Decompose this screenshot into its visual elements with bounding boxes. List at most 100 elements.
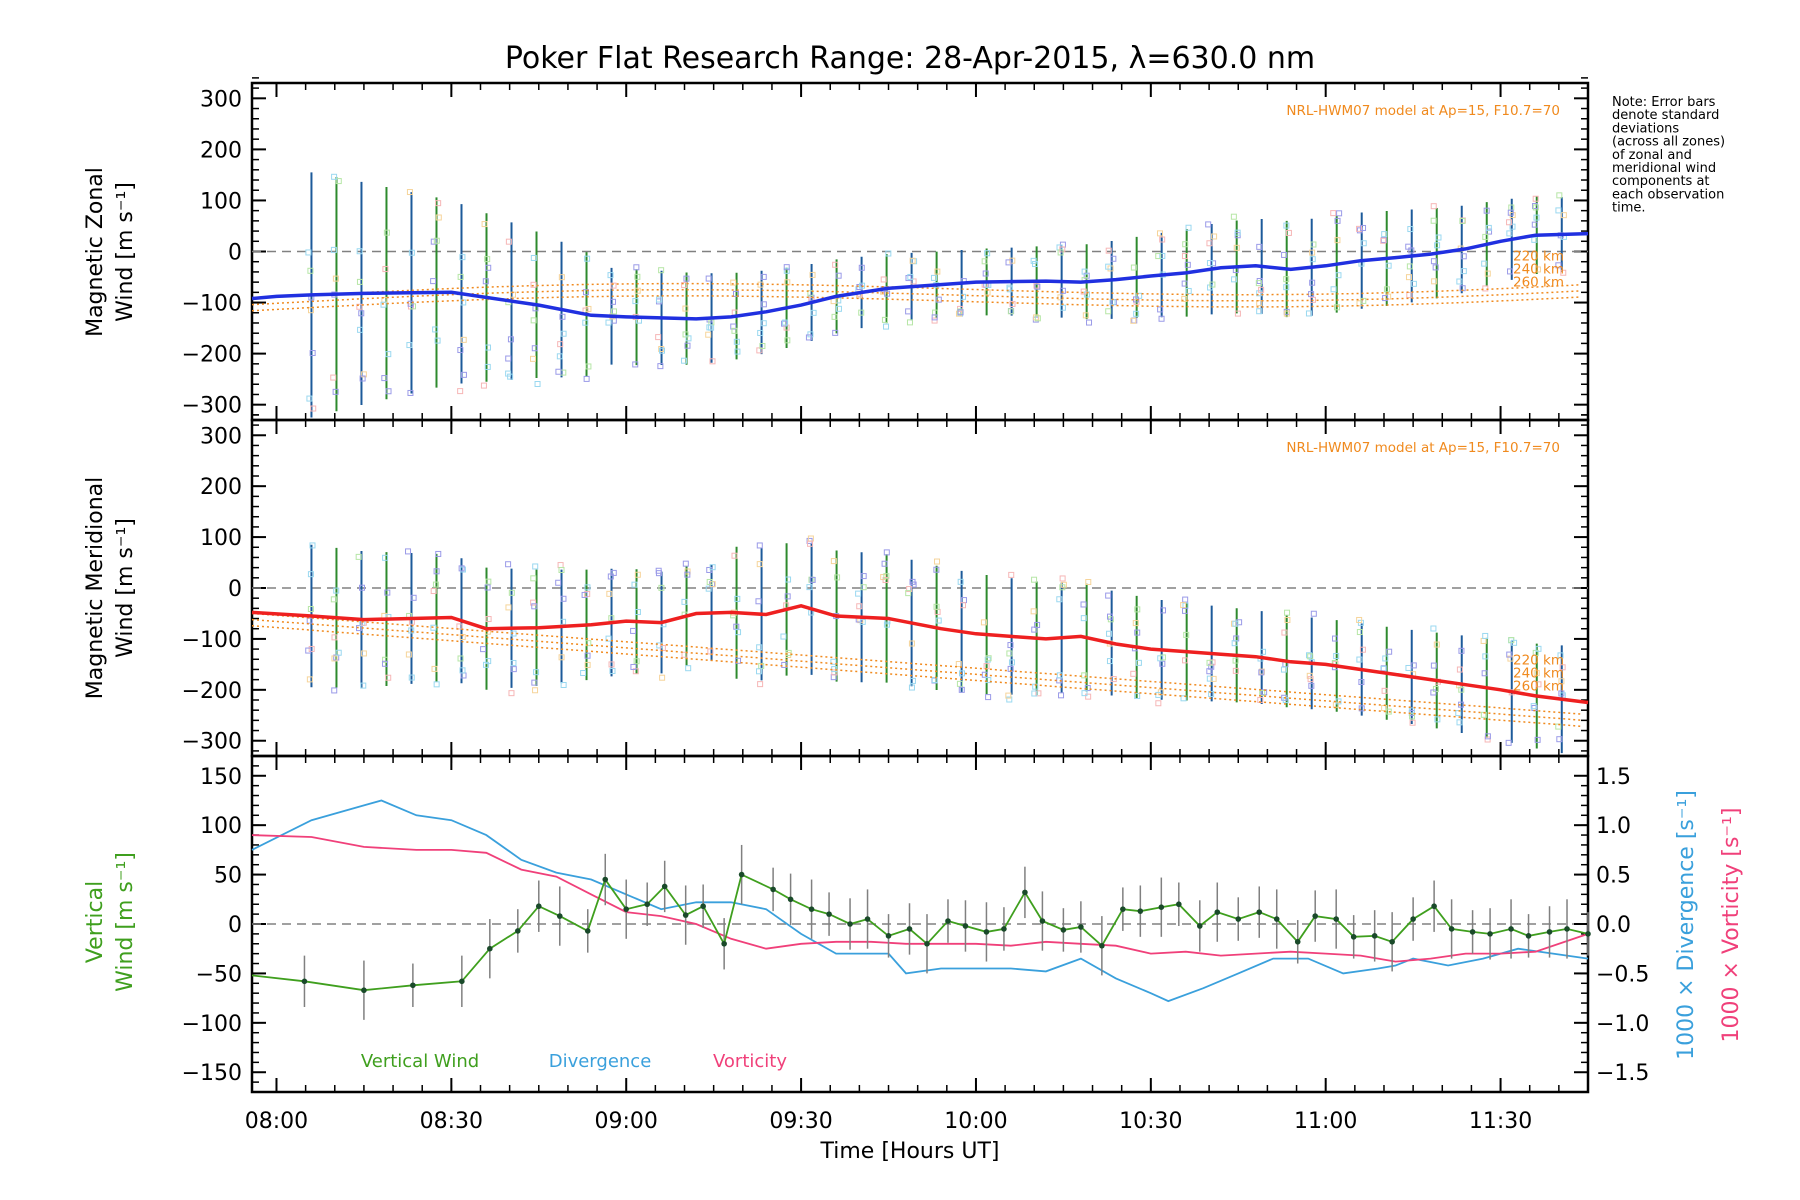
zone-marker <box>359 375 366 382</box>
vertical-wind-line <box>251 873 1589 992</box>
zone-marker <box>507 336 514 343</box>
zone-marker <box>684 342 691 349</box>
zone-marker <box>1181 280 1188 287</box>
zone-marker <box>909 578 916 585</box>
zone-marker <box>584 661 591 668</box>
zone-marker <box>1533 670 1540 677</box>
model-alt-label: 240 km <box>1513 262 1564 278</box>
model-alt-label: 220 km <box>1513 652 1564 668</box>
zone-marker <box>555 368 562 375</box>
zone-marker <box>505 561 512 568</box>
zone-marker <box>456 623 463 630</box>
meridional-frame: 300 200 100 0 −100 −200 −300 <box>182 414 1590 758</box>
zone-marker <box>510 630 517 637</box>
model-curve <box>251 295 1582 312</box>
zone-marker <box>809 576 816 583</box>
zone-marker <box>860 573 867 580</box>
zone-marker <box>785 576 792 583</box>
zone-marker <box>807 290 814 297</box>
vertical-wind-point <box>1022 889 1028 896</box>
vertical-wind-point <box>1001 926 1007 932</box>
zone-marker <box>310 405 317 412</box>
zone-marker <box>634 273 641 280</box>
zone-marker <box>908 640 915 647</box>
y-tick-label: 300 <box>200 87 242 112</box>
zone-marker <box>1486 228 1493 235</box>
zone-marker <box>707 648 714 655</box>
zone-marker <box>756 644 763 651</box>
zone-marker <box>757 681 764 688</box>
zone-marker <box>1081 672 1088 679</box>
zone-marker <box>658 346 665 353</box>
zone-marker <box>360 371 367 378</box>
zone-marker <box>1232 667 1239 674</box>
zone-marker <box>1307 653 1314 660</box>
zone-marker <box>756 542 763 549</box>
vertical-wind-point <box>623 906 630 912</box>
vertical-wind-point <box>847 921 853 927</box>
zone-marker <box>385 351 392 358</box>
zone-marker <box>1305 652 1312 659</box>
zone-marker <box>930 274 937 281</box>
zone-marker <box>1155 700 1162 707</box>
zone-marker <box>1534 736 1541 743</box>
zone-marker <box>1006 286 1013 293</box>
vertical-wind-point <box>1176 901 1182 908</box>
zone-marker <box>806 584 813 591</box>
zone-marker <box>530 317 537 324</box>
x-tick-label: 10:30 <box>1119 1109 1182 1134</box>
zone-marker <box>1560 269 1567 276</box>
zone-marker <box>1433 641 1440 648</box>
zone-marker <box>1006 696 1013 703</box>
model-curve <box>251 624 1582 728</box>
zone-marker <box>683 275 690 282</box>
zone-marker <box>580 670 587 677</box>
zone-marker <box>405 548 412 555</box>
zone-marker <box>1532 203 1539 210</box>
zone-marker <box>684 568 691 575</box>
zone-marker <box>508 589 515 596</box>
note-line: each observation <box>1612 187 1724 202</box>
zone-marker <box>911 258 918 265</box>
zone-marker <box>1335 698 1342 705</box>
vertical-wind-point <box>826 911 832 917</box>
zone-marker <box>458 565 465 572</box>
zone-marker <box>1283 284 1290 291</box>
y-tick-label: −300 <box>182 394 242 419</box>
zone-marker <box>609 667 616 674</box>
zone-marker <box>558 274 565 281</box>
meridional-ylabel-line2: Wind [m s⁻¹] <box>113 518 138 658</box>
zone-marker <box>831 669 838 676</box>
vertical-wind-point <box>983 929 990 935</box>
zone-marker <box>306 617 313 624</box>
y-tick-label: −200 <box>182 343 242 368</box>
zone-marker <box>859 618 866 625</box>
zone-marker <box>583 375 590 382</box>
x-tick-label: 08:30 <box>420 1109 483 1134</box>
model-curve <box>251 282 1582 300</box>
zone-marker <box>1310 610 1317 617</box>
zone-marker <box>909 677 916 684</box>
zone-marker <box>484 584 491 591</box>
zone-marker <box>331 655 338 662</box>
zone-marker <box>533 669 540 676</box>
zone-marker <box>1158 315 1165 322</box>
zone-marker <box>657 363 664 370</box>
zone-marker <box>907 273 914 280</box>
legend-item: Divergence <box>549 1051 652 1072</box>
zone-marker <box>1409 719 1416 726</box>
vertical-wind-point <box>584 928 591 934</box>
zone-marker <box>1305 310 1312 317</box>
zone-marker <box>1560 212 1567 219</box>
zone-marker <box>305 249 312 256</box>
divergence-ylabel: 1000 × Divergence [s⁻¹] <box>1674 790 1699 1060</box>
zone-marker <box>830 558 837 565</box>
zone-marker <box>510 659 517 666</box>
vertical-wind-point <box>1564 926 1570 932</box>
vorticity-line <box>251 834 1589 963</box>
y-tick-label: 150 <box>200 765 242 790</box>
vertical-wind-point <box>945 918 951 924</box>
zone-marker <box>431 665 438 672</box>
zone-marker <box>783 267 790 274</box>
zone-marker <box>1256 290 1263 297</box>
